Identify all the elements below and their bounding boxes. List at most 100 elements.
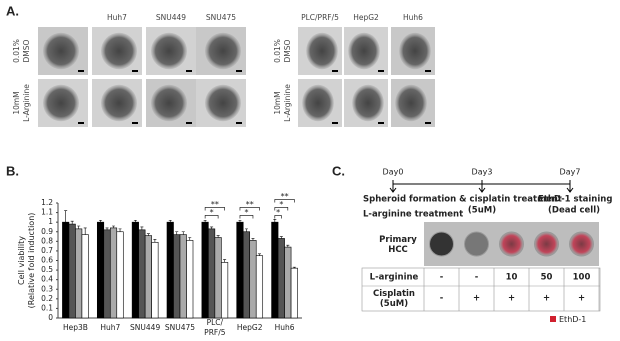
row-label: 0.01%DMSO bbox=[12, 39, 31, 63]
error-bar bbox=[292, 266, 296, 269]
spheroid bbox=[302, 84, 334, 122]
bar bbox=[103, 229, 111, 319]
step-label: (Dead cell) bbox=[548, 206, 600, 216]
spheroid bbox=[348, 32, 380, 70]
error-bar bbox=[153, 239, 157, 243]
row-label: 0.01%DMSO bbox=[273, 39, 292, 63]
sig-mark: ** bbox=[281, 192, 289, 201]
bar bbox=[271, 221, 279, 319]
spheroid bbox=[151, 32, 187, 70]
error-bar bbox=[146, 233, 150, 236]
y-tick-label: 0.3 bbox=[41, 284, 53, 293]
spheroid bbox=[464, 231, 489, 257]
bar bbox=[214, 237, 222, 319]
arrow bbox=[389, 180, 397, 193]
error-bar bbox=[133, 219, 137, 223]
sig-bracket bbox=[239, 215, 254, 219]
spheroid bbox=[399, 32, 431, 70]
sig-mark: * bbox=[244, 208, 248, 217]
y-tick-label: 0.9 bbox=[41, 227, 53, 236]
spheroid bbox=[306, 32, 338, 70]
legend-swatch bbox=[550, 316, 556, 322]
bar bbox=[109, 227, 118, 319]
row-header: L-arginine bbox=[370, 273, 419, 283]
sig-mark: ** bbox=[211, 200, 219, 209]
panel-label: A. bbox=[6, 3, 19, 18]
row-label: 10mML-Arginine bbox=[273, 84, 292, 122]
step-label: L-arginine treatment bbox=[363, 210, 463, 220]
spheroid bbox=[395, 84, 427, 122]
column-header: Huh7 bbox=[107, 13, 127, 22]
error-bar bbox=[188, 237, 192, 241]
table-cell: 100 bbox=[573, 273, 591, 283]
y-tick-label: 1.2 bbox=[41, 198, 53, 207]
error-bar bbox=[175, 231, 179, 235]
error-bar bbox=[203, 219, 207, 223]
bar bbox=[236, 221, 244, 319]
error-bar bbox=[70, 220, 74, 225]
spheroid bbox=[569, 231, 594, 257]
arrow bbox=[566, 180, 574, 193]
spheroid bbox=[205, 84, 241, 122]
y-tick-label: 0.8 bbox=[41, 236, 53, 245]
bar bbox=[62, 221, 70, 319]
row-label: 10mML-Arginine bbox=[12, 84, 31, 122]
error-bar bbox=[99, 219, 103, 223]
y-tick-label: 0.1 bbox=[41, 303, 53, 312]
bar bbox=[68, 223, 76, 319]
row-header: Cisplatin (5uM) bbox=[373, 289, 415, 309]
error-bar bbox=[64, 210, 68, 223]
bar bbox=[186, 240, 194, 319]
bar bbox=[208, 228, 216, 319]
step-label: (5uM) bbox=[468, 206, 496, 216]
arrow bbox=[478, 180, 486, 193]
spheroid bbox=[499, 231, 524, 257]
column-header: Huh6 bbox=[403, 13, 423, 22]
bar bbox=[81, 234, 89, 319]
x-tick-label: Hep3B bbox=[63, 323, 88, 332]
column-header: SNU475 bbox=[206, 13, 236, 22]
sig-bracket bbox=[239, 207, 260, 211]
table-cell: 10 bbox=[506, 273, 518, 283]
y-tick-label: 0.6 bbox=[41, 256, 53, 265]
spheroid bbox=[534, 231, 559, 257]
bar bbox=[116, 231, 124, 319]
error-bar bbox=[251, 238, 255, 241]
spheroid bbox=[101, 84, 137, 122]
bar bbox=[277, 238, 285, 319]
y-tick-label: 0.5 bbox=[41, 265, 53, 274]
day-label: Day3 bbox=[472, 168, 493, 177]
step-label: Spheroid formation & cisplatin treatment bbox=[363, 195, 562, 205]
sig-bracket bbox=[274, 215, 282, 219]
bar bbox=[144, 235, 152, 319]
sig-bracket bbox=[274, 207, 289, 211]
y-tick-label: 0.4 bbox=[41, 275, 53, 284]
error-bar bbox=[279, 236, 283, 239]
table-cell: + bbox=[578, 294, 585, 304]
table-cell: + bbox=[473, 294, 480, 304]
sig-mark: * bbox=[210, 208, 214, 217]
bar bbox=[131, 221, 139, 319]
error-bar bbox=[257, 253, 261, 256]
x-tick-label: PLC/PRF/5 bbox=[204, 318, 226, 337]
error-bar bbox=[105, 227, 109, 230]
error-bar bbox=[216, 235, 220, 238]
error-bar bbox=[223, 259, 227, 263]
panel-label: B. bbox=[6, 163, 19, 178]
bar bbox=[255, 255, 264, 319]
error-bar bbox=[244, 228, 248, 232]
bar bbox=[249, 240, 257, 319]
table-cell: + bbox=[543, 294, 550, 304]
error-bar bbox=[168, 219, 172, 223]
y-tick-label: 0.2 bbox=[41, 294, 53, 303]
bar bbox=[96, 221, 105, 319]
error-bar bbox=[238, 219, 242, 223]
spheroid bbox=[43, 84, 79, 122]
bar bbox=[242, 231, 251, 319]
spheroid bbox=[43, 32, 79, 70]
bar bbox=[201, 221, 209, 319]
panel-label: C. bbox=[332, 163, 345, 178]
error-bar bbox=[77, 225, 81, 229]
sig-mark: * bbox=[276, 208, 280, 217]
